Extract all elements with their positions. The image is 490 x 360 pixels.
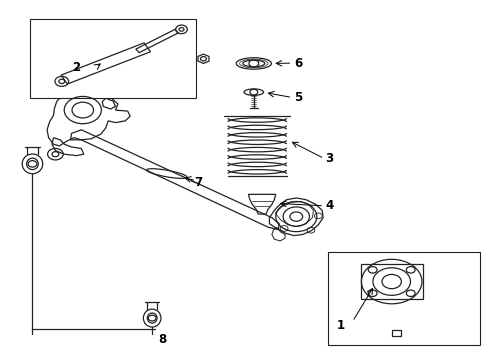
Text: 2: 2 — [73, 60, 80, 73]
Bar — [328, 252, 480, 345]
Bar — [361, 264, 422, 299]
Text: 6: 6 — [294, 57, 302, 69]
Bar — [392, 330, 401, 336]
Text: 5: 5 — [294, 91, 302, 104]
Text: 1: 1 — [336, 319, 344, 332]
Text: 4: 4 — [326, 199, 334, 212]
Text: 3: 3 — [326, 152, 334, 165]
Text: 7: 7 — [195, 176, 203, 189]
Text: 8: 8 — [158, 333, 166, 346]
Bar — [30, 19, 196, 98]
